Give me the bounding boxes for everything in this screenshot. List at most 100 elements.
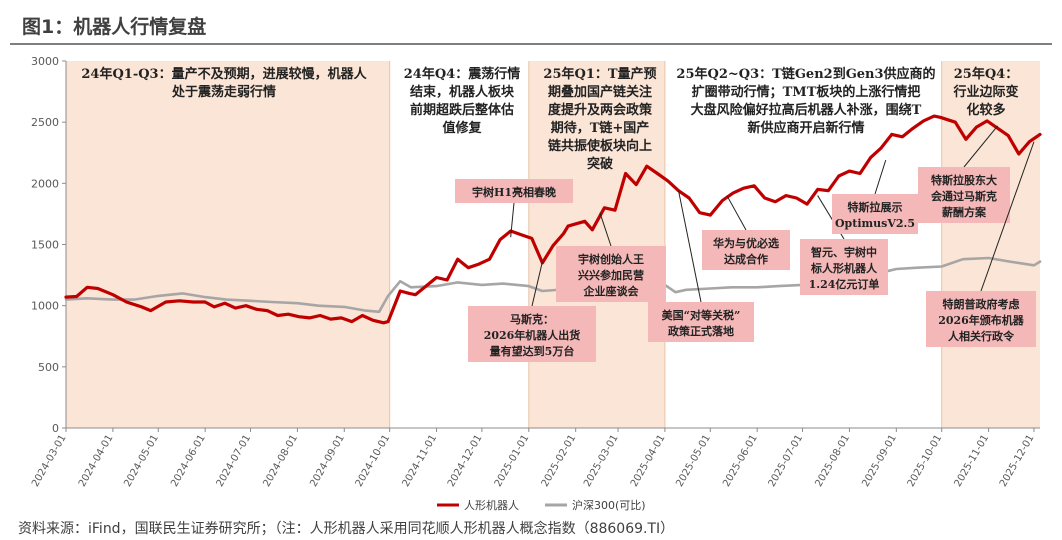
phase-text-p3: 25年Q1：T量产预 (543, 66, 656, 82)
annotation-text-a5: 达成合作 (724, 252, 768, 266)
annotation-text-a3: 2026年机器人出货 (484, 328, 581, 342)
annotation-box-a3 (468, 306, 596, 362)
source-note: 资料来源：iFind，国联民生证券研究所；（注：人形机器人采用同花顺人形机器人概… (18, 521, 675, 537)
x-tick-label: 2024-12-01 (446, 433, 485, 489)
x-tick-label: 2025-07-01 (767, 433, 806, 489)
x-tick-label: 2025-01-01 (493, 433, 532, 489)
x-tick-label: 2024-07-01 (215, 433, 254, 489)
annotation-text-a4: 政策正式落地 (668, 324, 734, 338)
phase-text-p4: 25年Q2~Q3：T链Gen2到Gen3供应商的 (676, 66, 935, 82)
x-tick-label: 2025-12-01 (998, 433, 1037, 489)
x-tick-label: 2024-03-01 (30, 433, 69, 489)
x-tick-label: 2024-09-01 (308, 433, 347, 489)
annotation-text-a9: 特朗普政府考虑 (943, 297, 1020, 311)
phase-text-p5: 化较多 (966, 102, 1005, 118)
annotation-box-a8 (918, 167, 1010, 223)
annotation-text-a6: 1.24亿元订单 (809, 277, 880, 291)
annotation-box-a6 (800, 239, 888, 295)
phase-text-p5: 行业边际变 (952, 84, 1018, 100)
annotation-leader-a1 (510, 202, 515, 238)
y-tick-label: 0 (52, 422, 59, 435)
phase-text-p3: 期叠加国产链关注 (548, 84, 652, 100)
x-tick-label: 2024-10-01 (354, 433, 393, 489)
y-tick-label: 2000 (31, 177, 59, 190)
annotation-text-a7: OptimusV2.5 (835, 217, 915, 230)
phase-band-p3 (528, 61, 665, 428)
phase-text-p3: 链共振使板块向上 (547, 138, 652, 154)
legend: 人形机器人 沪深300(可比) (437, 498, 646, 512)
annotation-leader-a4 (678, 190, 702, 303)
y-tick-label: 1500 (31, 239, 59, 252)
annotation-text-a1: 宇树H1亮相春晚 (472, 185, 556, 199)
annotation-text-a3: 量有望达到5万台 (490, 344, 575, 358)
annotation-box-a4 (648, 302, 754, 342)
y-tick-label: 3000 (31, 55, 59, 68)
y-tick-label: 2500 (31, 116, 59, 129)
phase-text-p4: 大盘风险偏好拉高后机器人补涨，围绕T (691, 102, 922, 118)
x-tick-label: 2024-08-01 (261, 433, 300, 489)
phase-text-p1: 处于震荡走弱行情 (171, 84, 276, 100)
title-divider (10, 43, 1052, 45)
phase-text-p2: 结束，机器人板块 (410, 84, 515, 100)
x-tick-label: 2024-05-01 (122, 433, 161, 489)
phase-text-p2: 前期超跌后整体估 (410, 102, 514, 118)
phase-text-p5: 25年Q4： (954, 66, 1018, 82)
annotation-text-a3: 马斯克： (510, 312, 554, 326)
annotation-leader-a7 (874, 159, 887, 195)
annotation-text-a2: 兴兴参加民营 (578, 268, 644, 282)
phase-text-p2: 24年Q4：震荡行情 (404, 66, 520, 82)
annotation-text-a6: 标人形机器人 (810, 261, 878, 275)
y-tick-label: 1000 (31, 300, 59, 313)
x-tick-label: 2025-03-01 (582, 433, 621, 489)
annotation-text-a8: 薪酬方案 (942, 205, 987, 219)
phase-text-p2: 值修复 (442, 120, 482, 136)
annotation-leader-a9 (980, 141, 1035, 292)
phase-text-p3: 突破 (587, 156, 613, 172)
annotation-text-a8: 特斯拉股东大 (931, 173, 997, 187)
x-tick-label: 2025-04-01 (629, 433, 668, 489)
annotation-text-a9: 人相关行政令 (948, 329, 1015, 343)
series-line-robot (64, 114, 1042, 325)
annotation-leader-a8 (963, 125, 999, 168)
figure-title: 图1：机器人行情复盘 (22, 16, 207, 38)
annotation-leader-a5 (726, 195, 747, 231)
x-tick-label: 2025-08-01 (813, 433, 852, 489)
annotation-text-a5: 华为与优必选 (713, 236, 779, 250)
x-tick-label: 2024-04-01 (77, 433, 116, 489)
x-tick-label: 2025-11-01 (953, 433, 992, 489)
legend-label-robot: 人形机器人 (464, 498, 519, 512)
annotation-text-a2: 宇树创始人王 (578, 252, 644, 266)
annotation-box-a9 (926, 291, 1036, 347)
x-tick-label: 2024-06-01 (169, 433, 208, 489)
x-tick-label: 2025-06-01 (721, 433, 760, 489)
annotation-text-a2: 企业座谈会 (583, 284, 640, 298)
annotation-leader-a3 (531, 261, 543, 307)
phase-bands (66, 61, 1040, 428)
annotation-text-a7: 特斯拉展示 (848, 200, 903, 214)
annotation-text-a9: 2026年颁布机器 (938, 313, 1025, 327)
y-tick-label: 500 (38, 361, 59, 374)
annotation-text-a8: 会通过马斯克 (931, 189, 997, 203)
phase-text-p4: 新供应商开启新行情 (747, 120, 864, 136)
phase-band-p1 (66, 61, 390, 428)
annotation-box-a5 (702, 230, 790, 270)
annotation-text-a6: 智元、宇树中 (811, 245, 877, 259)
annotation-text-a4: 美国“对等关税” (662, 308, 741, 322)
x-tick-label: 2025-09-01 (860, 433, 899, 489)
phase-text-p3: 期待，T链+国产 (551, 120, 650, 136)
x-tick-label: 2025-05-01 (674, 433, 713, 489)
annotation-box-a7 (832, 194, 918, 234)
phase-text-p1: 24年Q1-Q3：量产不及预期，进展较慢，机器人 (81, 66, 367, 82)
x-tick-label: 2025-10-01 (906, 433, 945, 489)
x-tick-label: 2024-11-01 (401, 433, 440, 489)
legend-label-csi300: 沪深300(可比) (572, 498, 646, 512)
annotation-leader-a2 (599, 212, 612, 247)
phase-text-p4: 扩圈带动行情；TMT板块的上涨行情把 (692, 84, 921, 100)
phase-text-p3: 度提升及两会政策 (548, 102, 653, 118)
annotation-box-a1 (455, 179, 573, 203)
x-tick-label: 2025-02-01 (540, 433, 579, 489)
annotation-box-a2 (556, 246, 666, 302)
